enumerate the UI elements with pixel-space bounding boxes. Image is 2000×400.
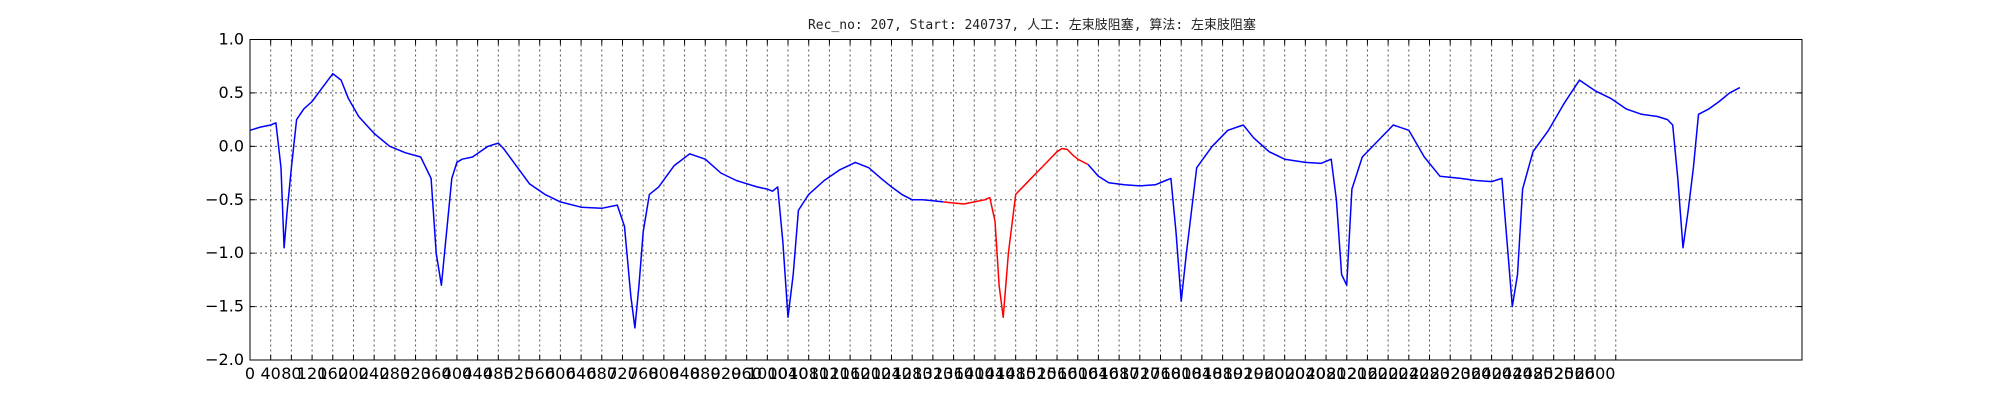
x-tick-label: 120 bbox=[297, 364, 328, 383]
x-tick-label: 840 bbox=[669, 364, 700, 383]
x-tick-label: 1760 bbox=[1140, 364, 1181, 383]
x-tick-label: 2400 bbox=[1471, 364, 1512, 383]
x-tick-label: 680 bbox=[587, 364, 618, 383]
x-tick-label: 2520 bbox=[1533, 364, 1574, 383]
x-tick-label: 2480 bbox=[1513, 364, 1554, 383]
x-tick-label: 1120 bbox=[809, 364, 850, 383]
x-tick-label: 1040 bbox=[768, 364, 809, 383]
x-tick-label: 2000 bbox=[1264, 364, 1305, 383]
x-tick-label: 2280 bbox=[1409, 364, 1450, 383]
x-tick-label: 1360 bbox=[933, 364, 974, 383]
chart-title: Rec_no: 207, Start: 240737, 人工: 左束肢阻塞, 算… bbox=[808, 17, 1256, 33]
x-tick-label: 200 bbox=[338, 364, 369, 383]
x-tick-label: 2320 bbox=[1430, 364, 1471, 383]
x-tick-label: 2560 bbox=[1554, 364, 1595, 383]
x-tick-label: 1560 bbox=[1037, 364, 1078, 383]
ecg-series-line-3 bbox=[1087, 79, 1741, 308]
x-tick-label: 1880 bbox=[1202, 364, 1243, 383]
x-tick-label: 2200 bbox=[1368, 364, 1409, 383]
x-tick-label: 480 bbox=[483, 364, 514, 383]
y-axis: 1.0 0.5 0.0 −0.5 −1.0 −1.5 −2.0 bbox=[205, 30, 1802, 369]
x-tick-label: 600 bbox=[545, 364, 576, 383]
x-tick-label: 160 bbox=[317, 364, 348, 383]
x-tick-label: 1480 bbox=[995, 364, 1036, 383]
x-tick-label: 1440 bbox=[975, 364, 1016, 383]
x-tick-label: 1840 bbox=[1182, 364, 1223, 383]
y-tick-label: −2.0 bbox=[205, 350, 244, 369]
y-tick-label: −1.5 bbox=[205, 297, 244, 316]
x-tick-label: 2040 bbox=[1285, 364, 1326, 383]
x-tick-label: 1960 bbox=[1244, 364, 1285, 383]
x-tick-label: 760 bbox=[628, 364, 659, 383]
x-tick-label: 2160 bbox=[1347, 364, 1388, 383]
y-tick-label: 1.0 bbox=[219, 30, 244, 49]
x-tick-label: 1240 bbox=[871, 364, 912, 383]
x-tick-label: 640 bbox=[566, 364, 597, 383]
x-tick-label: 960 bbox=[731, 364, 762, 383]
x-tick-label: 1640 bbox=[1078, 364, 1119, 383]
x-tick-label: 880 bbox=[690, 364, 721, 383]
x-tick-label: 1680 bbox=[1099, 364, 1140, 383]
x-tick-label: 1400 bbox=[954, 364, 995, 383]
x-tick-label: 1000 bbox=[747, 364, 788, 383]
x-tick-label: 360 bbox=[421, 364, 452, 383]
x-tick-label: 2440 bbox=[1492, 364, 1533, 383]
x-tick-label: 560 bbox=[524, 364, 555, 383]
x-tick-label: 1720 bbox=[1119, 364, 1160, 383]
x-tick-label: 280 bbox=[380, 364, 411, 383]
x-tick-label: 920 bbox=[711, 364, 742, 383]
x-tick-label: 2360 bbox=[1451, 364, 1492, 383]
x-axis: 0 40 8012016020024028032036040044048052056… bbox=[245, 39, 1617, 383]
x-tick-label: 1280 bbox=[892, 364, 933, 383]
y-tick-label: −0.5 bbox=[205, 190, 244, 209]
grid-lines bbox=[249, 39, 1802, 361]
x-tick-label: 320 bbox=[400, 364, 431, 383]
x-tick-label: 40 bbox=[261, 364, 281, 383]
x-tick-label: 1800 bbox=[1161, 364, 1202, 383]
x-tick-label: 1320 bbox=[913, 364, 954, 383]
x-tick-label: 2600 bbox=[1575, 364, 1616, 383]
x-tick-label: 0 bbox=[245, 364, 255, 383]
x-tick-label: 1160 bbox=[830, 364, 871, 383]
ecg-signal bbox=[249, 72, 1741, 329]
y-tick-label: 0.0 bbox=[219, 136, 244, 155]
x-tick-label: 400 bbox=[442, 364, 473, 383]
x-tick-label: 2240 bbox=[1388, 364, 1429, 383]
x-tick-label: 1920 bbox=[1223, 364, 1264, 383]
y-tick-label: 0.5 bbox=[219, 83, 244, 102]
x-tick-label: 2120 bbox=[1326, 364, 1367, 383]
x-tick-label: 1080 bbox=[788, 364, 829, 383]
ecg-series-line-2 bbox=[943, 147, 1089, 319]
x-tick-label: 800 bbox=[649, 364, 680, 383]
x-tick-label: 1600 bbox=[1057, 364, 1098, 383]
x-tick-label: 1200 bbox=[850, 364, 891, 383]
x-tick-label: 2080 bbox=[1306, 364, 1347, 383]
x-tick-label: 720 bbox=[607, 364, 638, 383]
x-tick-label: 520 bbox=[504, 364, 535, 383]
x-tick-label: 80 bbox=[281, 364, 301, 383]
x-tick-label: 240 bbox=[359, 364, 390, 383]
plot-area-frame bbox=[249, 39, 1803, 361]
y-tick-label: −1.0 bbox=[205, 243, 244, 262]
x-tick-label: 440 bbox=[462, 364, 493, 383]
ecg-series-line-1 bbox=[249, 72, 944, 329]
x-tick-label: 1520 bbox=[1016, 364, 1057, 383]
